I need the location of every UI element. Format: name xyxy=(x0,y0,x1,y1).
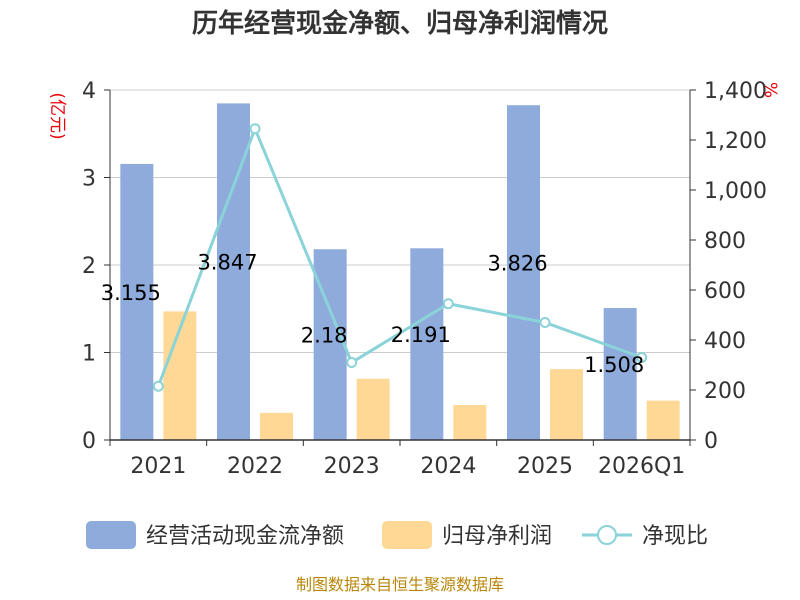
y-right-tick-label: 800 xyxy=(704,229,746,254)
y-right-tick-label: 0 xyxy=(704,429,718,454)
y-right-tick-label: 600 xyxy=(704,279,746,304)
line-point xyxy=(442,298,454,310)
bar-netprofit xyxy=(453,405,487,440)
data-label: 3.826 xyxy=(487,252,547,276)
legend-marker xyxy=(597,525,617,545)
x-tick-label: 2025 xyxy=(517,454,573,479)
line-netcash-ratio xyxy=(156,124,643,387)
bar-cashflow xyxy=(507,105,540,440)
data-label: 3.155 xyxy=(101,281,161,305)
y-left-tick-label: 4 xyxy=(82,79,96,104)
legend-label: 归母净利润 xyxy=(442,524,552,549)
y-left-unit: (亿元) xyxy=(47,92,67,139)
bar-netprofit xyxy=(356,378,390,440)
legend-label: 经营活动现金流净额 xyxy=(146,524,344,549)
y-right-tick-label: 400 xyxy=(704,329,746,354)
legend-swatch xyxy=(86,521,136,549)
y-right-tick-label: 1,400 xyxy=(704,79,767,104)
data-label: 2.18 xyxy=(301,324,348,348)
line-point xyxy=(636,352,648,363)
y-right-tick-label: 200 xyxy=(704,379,746,404)
bar-cashflow xyxy=(603,308,637,440)
x-tick-label: 2022 xyxy=(227,454,283,479)
x-tick-label: 2024 xyxy=(420,454,476,479)
line-point xyxy=(249,123,261,135)
bar-cashflow xyxy=(410,248,444,440)
axes: 0 1 2 3 4 0 200 400 600 800 1,000 1,200 1,400 2021 202… xyxy=(82,79,767,479)
legend-label: 净现比 xyxy=(642,524,708,549)
source-note: 制图数据来自恒生聚源数据库 xyxy=(296,575,504,594)
y-left-tick-label: 1 xyxy=(82,342,96,367)
data-label: 1.508 xyxy=(584,353,644,377)
x-tick-label: 2021 xyxy=(130,454,186,479)
chart-title: 历年经营现金净额、归母净利润情况 xyxy=(192,8,608,39)
y-right-tick-label: 1,000 xyxy=(704,179,767,204)
line-point xyxy=(346,357,358,368)
data-labels: 3.155 3.847 2.18 2.191 3.826 1.508 xyxy=(101,251,644,377)
bar-netprofit xyxy=(646,400,680,440)
y-left-tick-label: 0 xyxy=(82,429,96,454)
grid-lines xyxy=(110,89,690,353)
bar-netprofit xyxy=(550,369,583,440)
y-left-tick-label: 3 xyxy=(82,167,96,192)
data-label: 2.191 xyxy=(391,323,451,347)
line-point xyxy=(152,380,164,392)
y-right-tick-label: 1,200 xyxy=(704,129,767,154)
legend: 经营活动现金流净额 归母净利润 净现比 xyxy=(86,521,708,549)
bars-group xyxy=(120,103,680,440)
legend-swatch xyxy=(382,521,432,549)
line-point xyxy=(539,317,551,328)
y-left-tick-label: 2 xyxy=(82,254,96,279)
data-label: 3.847 xyxy=(197,251,257,275)
x-tick-label: 2026Q1 xyxy=(598,454,685,479)
line-series xyxy=(152,123,648,392)
y-right-unit: % xyxy=(760,82,780,98)
bar-cashflow xyxy=(120,163,154,440)
bar-netprofit xyxy=(260,412,293,440)
x-tick-label: 2023 xyxy=(324,454,380,479)
